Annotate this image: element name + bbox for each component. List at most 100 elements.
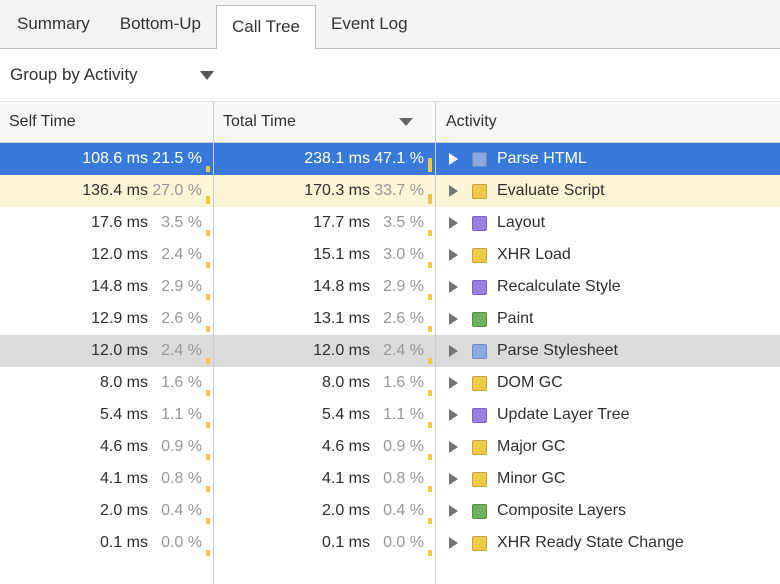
self-time-ms: 12.9 ms <box>91 310 148 327</box>
self-time-cell: 8.0 ms 1.6 % <box>0 367 214 399</box>
total-time-ms: 0.1 ms <box>321 534 370 551</box>
pct-bar-fill <box>206 390 210 396</box>
activity-cell: Minor GC <box>436 463 780 495</box>
self-time-pct: 0.4 % <box>161 502 202 519</box>
total-time-cell: 5.4 ms 1.1 % <box>214 399 436 431</box>
activity-label: Parse Stylesheet <box>497 342 618 359</box>
total-pct-bar <box>424 399 435 431</box>
self-pct-bar <box>202 399 213 431</box>
table-row[interactable]: 8.0 ms 1.6 % 8.0 ms 1.6 % DOM GC <box>0 367 780 399</box>
total-time-ms: 4.6 ms <box>321 438 370 455</box>
header-total-time-label: Total Time <box>223 113 296 130</box>
pct-bar-fill <box>206 550 210 556</box>
total-time-pct: 0.9 % <box>383 438 424 455</box>
table-row[interactable]: 12.0 ms 2.4 % 12.0 ms 2.4 % Parse Styles… <box>0 335 780 367</box>
activity-label: Update Layer Tree <box>497 406 630 423</box>
total-time-pct: 2.4 % <box>383 342 424 359</box>
self-time-cell: 12.0 ms 2.4 % <box>0 335 214 367</box>
self-time-ms: 108.6 ms <box>82 150 148 167</box>
table-row[interactable]: 17.6 ms 3.5 % 17.7 ms 3.5 % Layout <box>0 207 780 239</box>
total-time-ms: 5.4 ms <box>321 406 370 423</box>
self-time-pct: 27.0 % <box>152 182 202 199</box>
grid-header: Self Time Total Time Activity <box>0 102 780 143</box>
self-time-cell: 108.6 ms 21.5 % <box>0 143 214 175</box>
total-pct-bar <box>424 367 435 399</box>
expand-arrow-icon[interactable] <box>449 313 458 325</box>
self-time-pct: 2.4 % <box>161 246 202 263</box>
header-total-time[interactable]: Total Time <box>214 102 436 142</box>
activity-label: Parse HTML <box>497 150 587 167</box>
total-time-pct: 1.6 % <box>383 374 424 391</box>
activity-cell: Composite Layers <box>436 495 780 527</box>
pct-bar-fill <box>428 390 432 396</box>
table-row[interactable]: 4.1 ms 0.8 % 4.1 ms 0.8 % Minor GC <box>0 463 780 495</box>
self-pct-bar <box>202 367 213 399</box>
pct-bar-fill <box>428 194 432 204</box>
category-icon <box>472 375 487 391</box>
category-icon <box>472 183 487 199</box>
expand-arrow-icon[interactable] <box>449 153 458 165</box>
total-time-cell: 17.7 ms 3.5 % <box>214 207 436 239</box>
table-row[interactable]: 5.4 ms 1.1 % 5.4 ms 1.1 % Update Layer T… <box>0 399 780 431</box>
pct-bar-fill <box>428 422 432 428</box>
category-icon <box>472 439 487 455</box>
header-self-time[interactable]: Self Time <box>0 102 214 142</box>
table-row[interactable]: 0.1 ms 0.0 % 0.1 ms 0.0 % XHR Ready Stat… <box>0 527 780 559</box>
tab-event-log[interactable]: Event Log <box>331 14 408 33</box>
table-row[interactable]: 12.9 ms 2.6 % 13.1 ms 2.6 % Paint <box>0 303 780 335</box>
total-time-cell: 2.0 ms 0.4 % <box>214 495 436 527</box>
expand-arrow-icon[interactable] <box>449 473 458 485</box>
self-time-pct: 2.6 % <box>161 310 202 327</box>
data-grid: Self Time Total Time Activity 108.6 ms 2… <box>0 102 780 584</box>
expand-arrow-icon[interactable] <box>449 377 458 389</box>
group-by-select[interactable]: Group by Activity <box>10 65 214 85</box>
pct-bar-fill <box>428 262 432 268</box>
total-time-pct: 2.6 % <box>383 310 424 327</box>
total-time-ms: 8.0 ms <box>321 374 370 391</box>
tab-bottom-up[interactable]: Bottom-Up <box>119 14 201 33</box>
total-pct-bar <box>424 527 435 559</box>
activity-label: Evaluate Script <box>497 182 605 199</box>
total-time-cell: 12.0 ms 2.4 % <box>214 335 436 367</box>
self-pct-bar <box>202 143 213 175</box>
tab-summary[interactable]: Summary <box>17 14 90 33</box>
expand-arrow-icon[interactable] <box>449 409 458 421</box>
total-time-cell: 238.1 ms 47.1 % <box>214 143 436 175</box>
expand-arrow-icon[interactable] <box>449 345 458 357</box>
category-icon <box>472 343 487 359</box>
table-row[interactable]: 14.8 ms 2.9 % 14.8 ms 2.9 % Recalculate … <box>0 271 780 303</box>
expand-arrow-icon[interactable] <box>449 185 458 197</box>
table-row[interactable]: 2.0 ms 0.4 % 2.0 ms 0.4 % Composite Laye… <box>0 495 780 527</box>
filler-self-column <box>0 559 214 584</box>
total-time-cell: 13.1 ms 2.6 % <box>214 303 436 335</box>
expand-arrow-icon[interactable] <box>449 249 458 261</box>
expand-arrow-icon[interactable] <box>449 537 458 549</box>
table-row[interactable]: 108.6 ms 21.5 % 238.1 ms 47.1 % Parse HT… <box>0 143 780 175</box>
header-activity[interactable]: Activity <box>436 102 780 142</box>
pct-bar-fill <box>428 454 432 460</box>
self-time-cell: 14.8 ms 2.9 % <box>0 271 214 303</box>
tab-call-tree[interactable]: Call Tree <box>215 5 317 49</box>
table-row[interactable]: 4.6 ms 0.9 % 4.6 ms 0.9 % Major GC <box>0 431 780 463</box>
pct-bar-fill <box>206 294 210 300</box>
expand-arrow-icon[interactable] <box>449 281 458 293</box>
expand-arrow-icon[interactable] <box>449 217 458 229</box>
total-time-ms: 13.1 ms <box>313 310 370 327</box>
self-pct-bar <box>202 335 213 367</box>
activity-label: DOM GC <box>497 374 563 391</box>
self-time-ms: 14.8 ms <box>91 278 148 295</box>
table-row[interactable]: 136.4 ms 27.0 % 170.3 ms 33.7 % Evaluate… <box>0 175 780 207</box>
total-pct-bar <box>424 431 435 463</box>
total-time-ms: 238.1 ms <box>304 150 370 167</box>
total-time-ms: 15.1 ms <box>313 246 370 263</box>
self-time-pct: 21.5 % <box>152 150 202 167</box>
pct-bar-fill <box>206 230 210 236</box>
expand-arrow-icon[interactable] <box>449 505 458 517</box>
group-by-label: Group by Activity <box>10 65 138 84</box>
expand-arrow-icon[interactable] <box>449 441 458 453</box>
total-time-pct: 0.4 % <box>383 502 424 519</box>
self-time-pct: 3.5 % <box>161 214 202 231</box>
table-row[interactable]: 12.0 ms 2.4 % 15.1 ms 3.0 % XHR Load <box>0 239 780 271</box>
self-pct-bar <box>202 207 213 239</box>
self-pct-bar <box>202 303 213 335</box>
